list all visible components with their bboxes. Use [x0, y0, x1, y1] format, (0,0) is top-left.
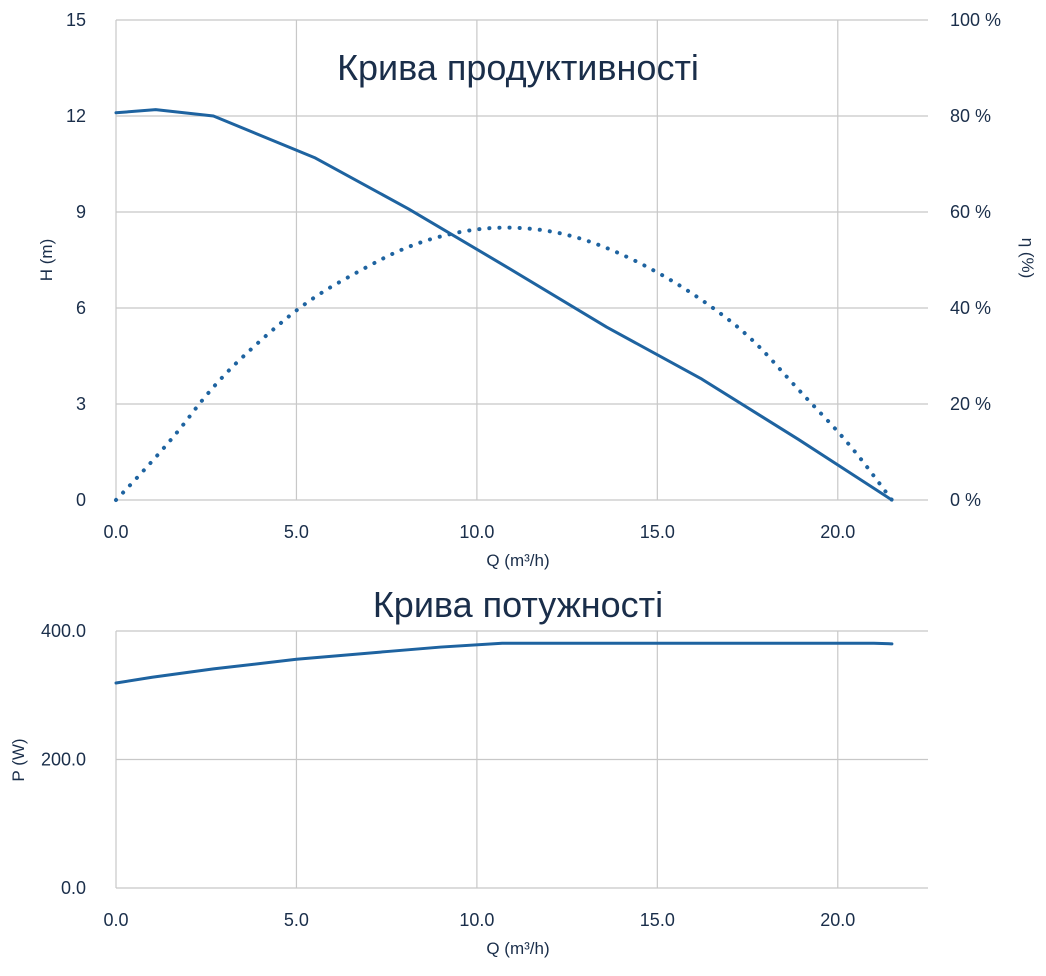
x-tick-label: 15.0 [640, 910, 675, 930]
y2-tick-label: 20 % [950, 394, 991, 414]
power-y-ticks: 0.0 200.0 400.0 [41, 621, 86, 898]
performance-x-axis-label: Q (m³/h) [486, 551, 549, 570]
y-tick-label: 9 [76, 202, 86, 222]
power-y-axis-label: P (W) [9, 738, 28, 781]
y-tick-label: 0.0 [61, 878, 86, 898]
performance-chart-title: Крива продуктивності [337, 47, 699, 88]
x-tick-label: 10.0 [459, 522, 494, 542]
x-tick-label: 20.0 [820, 910, 855, 930]
y-tick-label: 400.0 [41, 621, 86, 641]
x-tick-label: 0.0 [103, 522, 128, 542]
y-tick-label: 6 [76, 298, 86, 318]
power-grid [115, 630, 928, 889]
x-tick-label: 0.0 [103, 910, 128, 930]
power-x-axis-label: Q (m³/h) [486, 939, 549, 958]
y2-tick-label: 0 % [950, 490, 981, 510]
performance-x-ticks: 0.0 5.0 10.0 15.0 20.0 [103, 522, 855, 542]
y-tick-label: 0 [76, 490, 86, 510]
y2-tick-label: 80 % [950, 106, 991, 126]
efficiency-curve-line [114, 225, 894, 502]
y-tick-label: 3 [76, 394, 86, 414]
power-chart-title: Крива потужності [373, 584, 663, 625]
y-tick-label: 200.0 [41, 750, 86, 770]
x-tick-label: 5.0 [284, 910, 309, 930]
performance-y2-ticks: 0 % 20 % 40 % 60 % 80 % 100 % [950, 10, 1001, 510]
power-series [114, 641, 894, 685]
x-tick-label: 15.0 [640, 522, 675, 542]
performance-series [114, 108, 894, 502]
x-tick-label: 10.0 [459, 910, 494, 930]
y2-tick-label: 40 % [950, 298, 991, 318]
y2-tick-label: 60 % [950, 202, 991, 222]
x-tick-label: 20.0 [820, 522, 855, 542]
performance-y-ticks: 0 3 6 9 12 15 [66, 10, 86, 510]
y-tick-label: 12 [66, 106, 86, 126]
performance-y2-axis-label: η (%) [1018, 238, 1037, 279]
head-curve-line [114, 108, 894, 502]
power-x-ticks: 0.0 5.0 10.0 15.0 20.0 [103, 910, 855, 930]
performance-curve-chart: Крива продуктивності 0.0 5.0 10.0 15.0 20.0 … [37, 10, 1037, 570]
performance-y-axis-label: H (m) [37, 239, 56, 281]
y2-tick-label: 100 % [950, 10, 1001, 30]
power-curve-chart: Крива потужності 0.0 5.0 10.0 15.0 20.0 0.0 2… [9, 584, 928, 958]
power-curve-line [114, 641, 894, 685]
x-tick-label: 5.0 [284, 522, 309, 542]
y-tick-label: 15 [66, 10, 86, 30]
performance-grid [115, 19, 928, 501]
